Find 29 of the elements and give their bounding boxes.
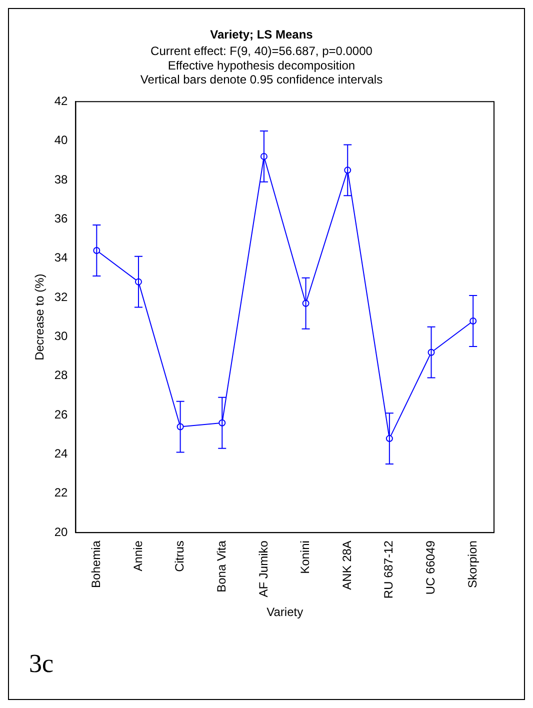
- x-tick-label: Bohemia: [88, 540, 103, 588]
- x-tick-label: Citrus: [172, 540, 187, 572]
- chart-title: Variety; LS Means: [210, 28, 314, 42]
- y-tick-label: 38: [54, 172, 68, 186]
- x-axis-title: Variety: [266, 605, 304, 620]
- x-tick-label: ANK 28A: [340, 540, 354, 590]
- y-tick-label: 36: [54, 211, 68, 226]
- x-tick-label: Konini: [298, 540, 312, 574]
- y-tick-label: 34: [54, 250, 68, 265]
- y-axis-title: Decrease to (%): [32, 274, 47, 360]
- y-tick-label: 22: [54, 486, 68, 500]
- x-tick-label: UC 66049: [424, 540, 438, 595]
- x-tick-label: AF Jumiko: [256, 540, 270, 598]
- y-tick-label: 24: [54, 446, 68, 461]
- y-tick-label: 26: [54, 407, 68, 422]
- y-tick-label: 40: [54, 133, 68, 148]
- y-tick-label: 42: [54, 94, 68, 108]
- y-tick-label: 28: [54, 368, 68, 382]
- chart-subtitle: Current effect: F(9, 40)=56.687, p=0.0000: [150, 44, 373, 58]
- x-tick-label: Skorpion: [465, 540, 480, 588]
- x-tick-label: Bona Vita: [214, 540, 228, 592]
- text: 3c: [29, 649, 54, 679]
- y-tick-label: 30: [54, 328, 68, 343]
- y-tick-label: 20: [54, 524, 68, 539]
- x-tick-label: RU 687-12: [382, 540, 396, 599]
- y-tick-label: 32: [54, 290, 68, 304]
- text: Vertical bars denote 0.95 confidence intervals: [140, 72, 383, 87]
- x-tick-label: Annie: [130, 540, 145, 572]
- text: Effective hypothesis decomposition: [168, 58, 356, 72]
